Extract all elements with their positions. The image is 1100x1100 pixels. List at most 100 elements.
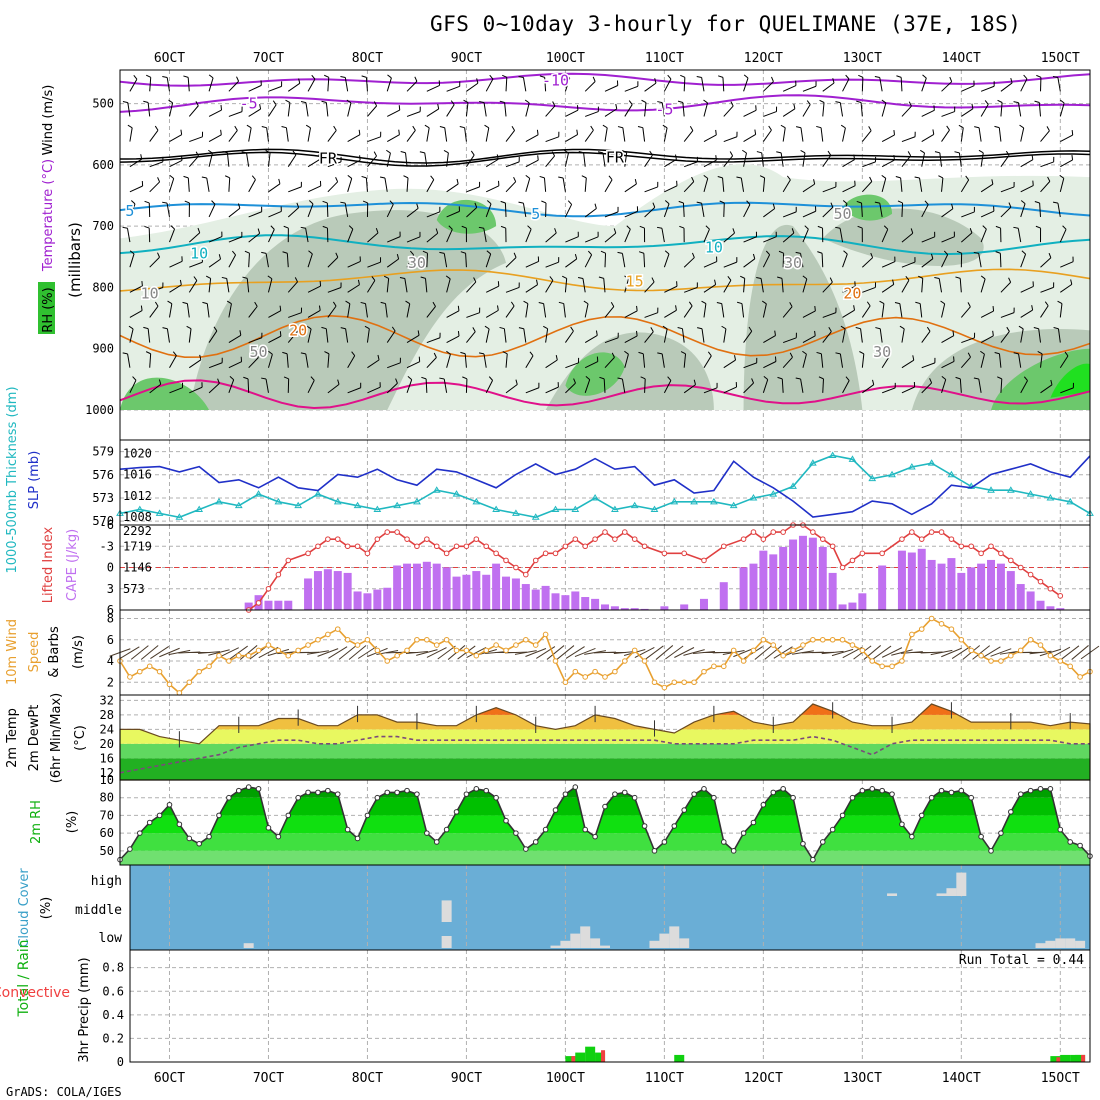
thickness-point: [175, 513, 184, 520]
cape-bar: [907, 552, 916, 610]
cloud-bar-low: [441, 936, 452, 948]
wind-barb-flag: [474, 202, 478, 208]
wind-barb-flag: [157, 252, 160, 258]
wind-barb: [406, 361, 420, 369]
lifted-index-point: [443, 550, 450, 557]
rh-point: [295, 794, 301, 801]
wind-barb-flag: [513, 176, 517, 182]
wind-barb-flag: [157, 177, 161, 183]
cloud-bar-low: [243, 943, 254, 948]
precip-convective-bar: [601, 1050, 606, 1062]
thickness-point: [294, 501, 303, 509]
wind-barb: [287, 281, 298, 293]
wind-barb: [406, 236, 421, 243]
wind-barb-flag: [638, 351, 644, 355]
wind-barb: [387, 236, 401, 243]
x-tick-label-top: 6OCT: [154, 51, 185, 66]
wind-barb: [367, 105, 377, 117]
wind-barb: [367, 136, 381, 143]
wind-barb: [305, 228, 309, 243]
wind-barb-flag: [974, 126, 980, 129]
rh-point: [988, 848, 994, 854]
wind-barb-flag: [145, 74, 151, 78]
wind-barb: [347, 134, 361, 143]
thickness-point: [155, 509, 164, 516]
wind-barb-flag: [283, 376, 289, 380]
wind-barb-flag: [870, 252, 874, 258]
wind-barb-flag: [502, 74, 508, 78]
wind-barb: [822, 331, 832, 343]
cape-bar: [442, 567, 451, 610]
wind-barb: [941, 335, 954, 344]
wind-barb: [228, 379, 235, 394]
wind-barb-flag: [456, 178, 459, 185]
wind-barb: [406, 208, 419, 218]
wind-barb: [584, 208, 597, 218]
wind-barb-flag: [883, 225, 889, 230]
wind-barb: [485, 253, 492, 268]
wind-barb-flag: [439, 251, 445, 254]
wind-barb: [325, 102, 329, 117]
wind-barb: [881, 647, 903, 658]
wind-barb: [733, 647, 754, 658]
wind-barb: [921, 152, 925, 167]
cape-bar: [531, 589, 540, 610]
lifted-index-point: [344, 543, 351, 550]
wind-barb-flag: [261, 377, 267, 380]
wind-barb: [285, 127, 289, 142]
wind-barb-flag: [193, 276, 198, 281]
wind-barb-flag: [840, 325, 846, 330]
wind-barb: [1060, 134, 1073, 143]
wind-barb: [386, 134, 400, 143]
wind-barb: [386, 278, 390, 293]
cape-bar: [492, 563, 501, 610]
wind-barb: [149, 256, 160, 268]
wind-barb: [525, 134, 539, 143]
wind-barb: [426, 108, 439, 117]
wind-barb-flag: [478, 226, 484, 229]
cape-bar: [472, 571, 481, 610]
wind-barb-flag: [1071, 130, 1074, 136]
wind-barb-flag: [360, 301, 366, 305]
wind-barb-flag: [1023, 376, 1028, 381]
wind-barb: [406, 379, 413, 394]
wind-barb-flag: [840, 124, 846, 129]
wind-barb-flag: [795, 377, 801, 380]
rh-point: [859, 787, 866, 794]
rh-point: [136, 830, 143, 836]
wind-barb-flag: [224, 175, 230, 179]
wind-barb-flag: [573, 378, 576, 384]
wind-speed-point: [661, 684, 668, 691]
wind-barb-flag: [1052, 76, 1059, 79]
wind-barb: [545, 359, 558, 369]
cloud-tick-label: middle: [75, 903, 122, 918]
wind-barb: [505, 286, 520, 293]
wind-barb: [703, 134, 717, 143]
wind-barb-flag: [768, 125, 772, 131]
wind-barb: [604, 357, 615, 369]
wind-barb-flag: [179, 279, 182, 285]
precip-total-bar: [1060, 1054, 1071, 1062]
wind-barb: [406, 303, 411, 318]
wind-barb-flag: [1071, 154, 1074, 161]
thickness-point: [452, 490, 461, 497]
wind-barb-flag: [335, 177, 339, 183]
wind-barb: [960, 232, 973, 243]
wind-barb: [901, 155, 912, 168]
wind-barb: [208, 362, 223, 369]
wind-barb-flag: [130, 200, 136, 205]
wind-barb: [265, 378, 269, 393]
wind-barb: [129, 328, 134, 343]
rh-point: [819, 839, 826, 845]
wind-barb: [208, 278, 212, 293]
wind-barb: [681, 328, 685, 343]
wind-barb: [357, 646, 377, 659]
wind-barb: [149, 161, 164, 168]
wind-barb: [565, 258, 577, 268]
wind-barb-flag: [322, 225, 328, 229]
thickness-point: [947, 470, 956, 478]
wind-barb-flag: [172, 351, 177, 356]
wind-barb: [961, 211, 975, 218]
wind-barb: [1000, 378, 1003, 393]
wind-barb-flag: [743, 74, 749, 79]
